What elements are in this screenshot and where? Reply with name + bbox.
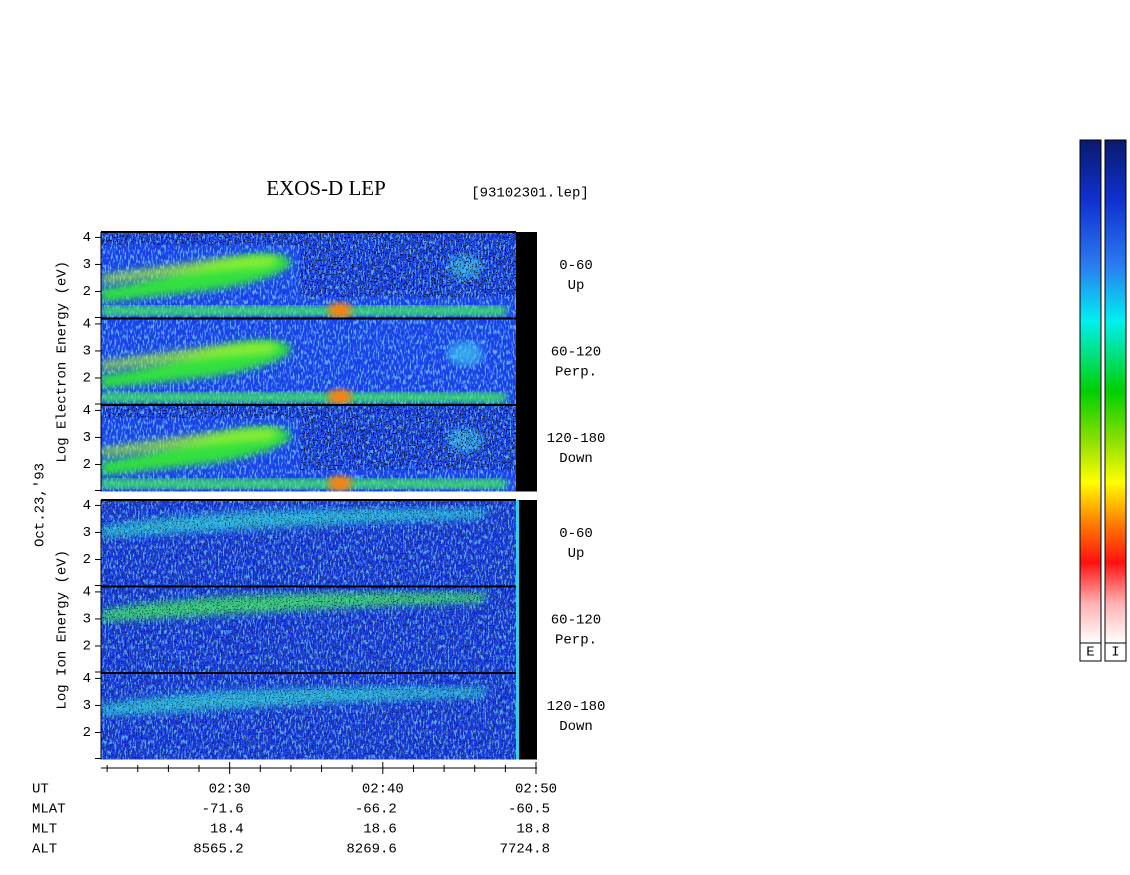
data-edge	[516, 673, 519, 760]
y-tick-label: 3	[83, 257, 91, 273]
spectrogram-speckle	[300, 232, 516, 297]
colorbar	[1104, 139, 1127, 644]
panel-label: 60-120	[551, 612, 601, 628]
orbit-value: 18.8	[516, 822, 550, 838]
data-gap	[516, 318, 537, 405]
spectrogram-feature	[101, 392, 506, 402]
spectrogram-speckle	[101, 405, 301, 418]
x-tick-label: 02:50	[515, 782, 557, 798]
spectrogram-panel	[101, 586, 516, 673]
orbit-row-label: UT	[32, 782, 49, 798]
y-tick-label: 4	[83, 585, 91, 601]
data-gap	[516, 586, 537, 673]
y-tick-label: 2	[83, 725, 91, 741]
x-tick-label: 02:30	[209, 782, 251, 798]
y-tick-label: 3	[83, 698, 91, 714]
colorbar-label-box	[1079, 642, 1102, 662]
spectrogram-feature	[101, 479, 506, 489]
colorbar-label: I	[1111, 645, 1119, 661]
spectrogram-panel	[101, 232, 516, 319]
spectrogram-speckle	[101, 673, 516, 760]
data-edge	[516, 586, 519, 673]
spectrogram-speckle	[101, 500, 516, 587]
colorbar-label: E	[1086, 645, 1094, 661]
data-gap	[516, 232, 537, 319]
spectrogram-feature	[101, 255, 280, 284]
y-tick-label: 2	[83, 639, 91, 655]
chart-title: EXOS-D LEP	[266, 176, 386, 200]
y-tick-label: 3	[83, 612, 91, 628]
y-tick-label: 3	[83, 525, 91, 541]
data-edge	[516, 500, 519, 587]
panel-label: 0-60	[559, 258, 593, 274]
orbit-value: -71.6	[202, 802, 244, 818]
orbit-value: 8565.2	[193, 842, 243, 858]
panel-label: Up	[568, 546, 585, 562]
spectrogram-panel	[101, 500, 516, 587]
colorbar-label-box	[1104, 642, 1127, 662]
panel-label: Perp.	[555, 364, 597, 380]
y-tick-label: 4	[83, 671, 91, 687]
y-tick-label: 4	[83, 498, 91, 514]
panel-label: Down	[559, 451, 593, 467]
orbit-value: 8269.6	[346, 842, 396, 858]
orbit-value: 18.6	[363, 822, 397, 838]
spectrogram-feature	[101, 306, 506, 316]
orbit-row-label: MLAT	[32, 802, 66, 818]
orbit-value: 7724.8	[500, 842, 550, 858]
colorbar	[1079, 139, 1102, 644]
y-tick-label: 3	[83, 344, 91, 360]
spectrogram-panel	[101, 405, 516, 492]
spectrogram-feature	[328, 475, 352, 492]
orbit-value: -60.5	[508, 802, 550, 818]
orbit-row-label: MLT	[32, 822, 57, 838]
orbit-row-label: ALT	[32, 842, 57, 858]
spectrogram-feature	[101, 342, 280, 370]
spectrogram-panel	[101, 673, 516, 760]
spectrogram-feature	[101, 428, 280, 457]
data-gap	[516, 673, 537, 760]
panel-label: 120-180	[547, 699, 606, 715]
orbit-value: 18.4	[210, 822, 244, 838]
spectrogram-panel	[101, 318, 516, 405]
date-label: Oct.23,'93	[33, 463, 49, 547]
file-name: [93102301.lep]	[471, 186, 589, 202]
panel-label: 0-60	[559, 526, 593, 542]
y-tick-label: 4	[83, 317, 91, 333]
panel-label: Up	[568, 278, 585, 294]
y-tick-label: 2	[83, 371, 91, 387]
y-tick-label: 4	[83, 403, 91, 419]
y-axis-label: Log Electron Energy (eV)	[55, 261, 71, 463]
panel-label: Down	[559, 719, 593, 735]
y-tick-label: 2	[83, 457, 91, 473]
panel-label: Perp.	[555, 632, 597, 648]
orbit-value: -66.2	[355, 802, 397, 818]
spectrogram-speckle	[101, 232, 301, 245]
spectrogram-speckle	[101, 586, 516, 673]
panel-label: 60-120	[551, 344, 601, 360]
spectrogram-feature	[328, 388, 352, 405]
y-tick-label: 2	[83, 552, 91, 568]
y-tick-label: 3	[83, 430, 91, 446]
data-gap	[516, 500, 537, 587]
y-tick-label: 2	[83, 284, 91, 300]
y-axis-label: Log Ion Energy (eV)	[55, 550, 71, 710]
spectrogram-speckle	[300, 405, 516, 470]
y-tick-label: 4	[83, 230, 91, 246]
data-gap	[516, 405, 537, 492]
panel-label: 120-180	[547, 431, 606, 447]
spectrogram-feature	[447, 341, 483, 366]
spectrogram-feature	[328, 302, 352, 319]
x-tick-label: 02:40	[362, 782, 404, 798]
